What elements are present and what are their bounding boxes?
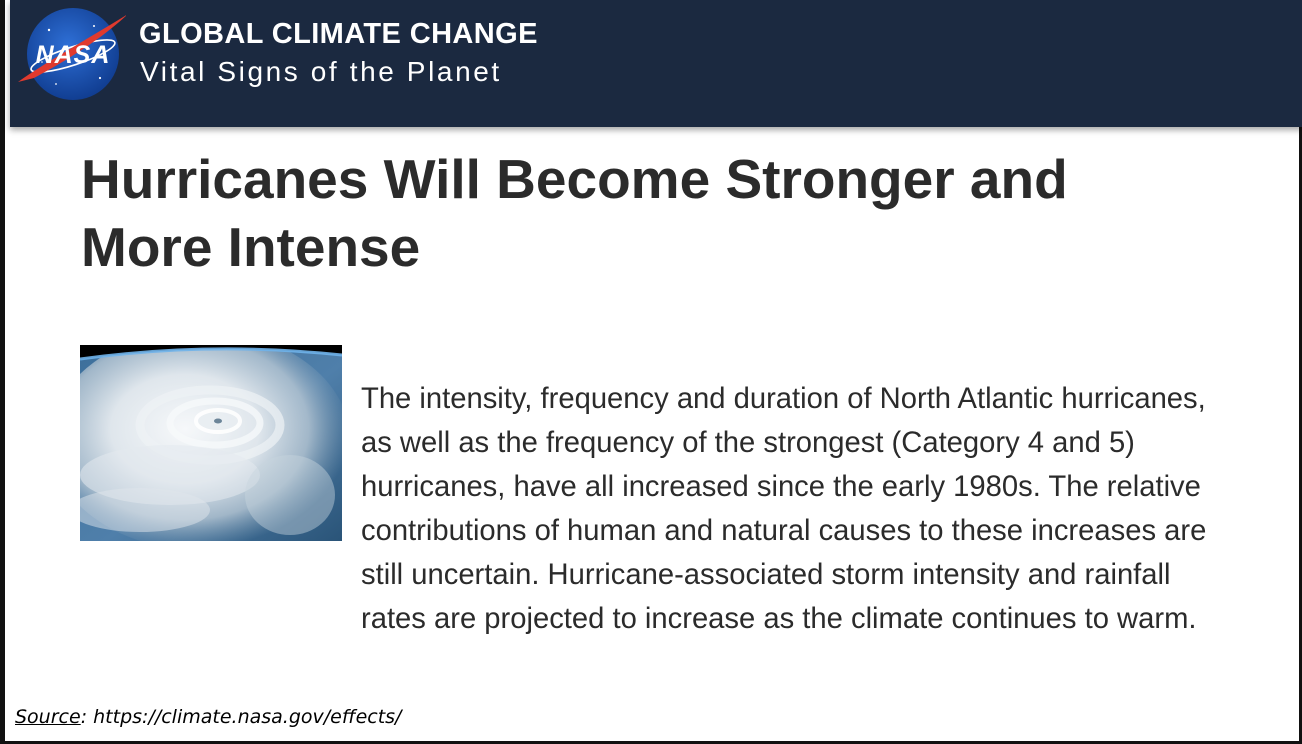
site-subtitle: Vital Signs of the Planet (140, 56, 502, 87)
article-body: The intensity, frequency and duration of… (361, 383, 1207, 635)
hurricane-satellite-image (80, 345, 342, 541)
nasa-logo-icon[interactable]: NASA (16, 4, 126, 104)
nasa-logo-text: NASA (36, 41, 111, 69)
site-title[interactable]: GLOBAL CLIMATE CHANGE (139, 18, 538, 50)
page-title: Hurricanes Will Become Stronger and More… (81, 148, 1068, 278)
source-label: Source (15, 706, 81, 728)
source-url[interactable]: : https://climate.nasa.gov/effects/ (80, 706, 402, 728)
site-header: NASA GLOBAL CLIMATE CHANGE Vital Signs o… (10, 0, 1302, 127)
source-citation: Source: https://climate.nasa.gov/effects… (15, 706, 401, 728)
